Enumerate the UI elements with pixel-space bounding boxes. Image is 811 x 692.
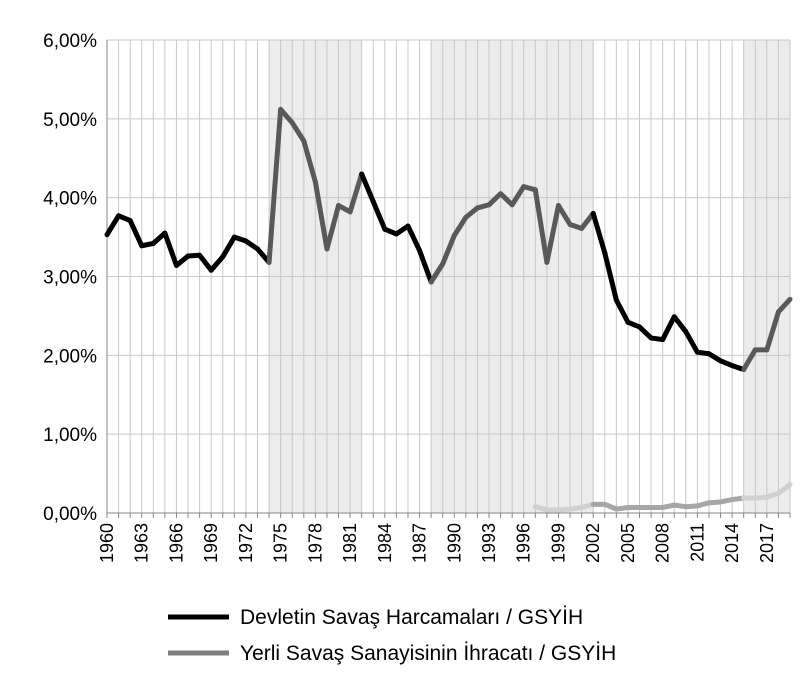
y-tick-label: 4,00% bbox=[43, 189, 97, 210]
x-tick-label: 2017 bbox=[757, 523, 777, 563]
x-tick-label: 1975 bbox=[271, 523, 291, 563]
series-1-segment bbox=[683, 329, 700, 355]
series-1-segment bbox=[405, 223, 423, 253]
series-lines bbox=[104, 106, 793, 513]
series-1-segment bbox=[266, 106, 284, 265]
series-1-segment bbox=[764, 309, 781, 353]
y-tick-label: 2,00% bbox=[43, 346, 97, 367]
legend-label-series-1: Devletin Savaş Harcamaları / GSYİH bbox=[240, 606, 583, 629]
y-tick-label: 1,00% bbox=[43, 425, 97, 446]
series-1-segment bbox=[590, 210, 608, 256]
series-1-segment bbox=[162, 230, 179, 268]
series-1-segment bbox=[440, 233, 457, 267]
x-tick-label: 1981 bbox=[340, 523, 360, 563]
series-1-segment bbox=[602, 250, 619, 303]
series-1-segment bbox=[347, 171, 365, 215]
series-1-segment bbox=[544, 203, 561, 265]
series-1-segment bbox=[197, 252, 214, 273]
x-tick-label: 2002 bbox=[583, 523, 603, 563]
series-1-segment bbox=[555, 203, 573, 227]
gridlines bbox=[106, 39, 791, 513]
series-1-segment bbox=[775, 296, 793, 315]
series-1-segment bbox=[671, 314, 689, 335]
x-tick-label: 1999 bbox=[548, 523, 568, 563]
series-1-segment bbox=[741, 347, 758, 373]
series-1-segment bbox=[451, 214, 469, 239]
series-1-segment bbox=[104, 213, 122, 238]
x-axis: 1960 1963 1966 1969 1972 1975 1978 1981 1984 1987… bbox=[97, 40, 791, 563]
series-1-segment bbox=[509, 184, 527, 208]
series-1-segment bbox=[278, 106, 295, 126]
series-1-segment bbox=[359, 171, 376, 205]
x-tick-label: 1963 bbox=[132, 523, 152, 563]
x-tick-label: 1978 bbox=[305, 523, 325, 563]
series-1-segment bbox=[312, 179, 330, 252]
series-1-segment bbox=[370, 199, 388, 232]
series-2-segment bbox=[775, 482, 793, 496]
legend: Devletin Savaş Harcamaları / GSYİH Yerli… bbox=[168, 606, 616, 665]
x-tick-label: 1987 bbox=[410, 523, 430, 563]
x-tick-label: 1996 bbox=[514, 523, 534, 563]
x-tick-label: 1984 bbox=[375, 523, 395, 563]
x-tick-label: 1966 bbox=[166, 523, 186, 563]
series-1-segment bbox=[220, 234, 237, 260]
x-tick-label: 2011 bbox=[687, 523, 707, 562]
x-tick-label: 2005 bbox=[618, 523, 638, 563]
series-1-segment bbox=[637, 324, 654, 341]
y-tick-label: 5,00% bbox=[43, 110, 97, 131]
y-tick-label: 6,00% bbox=[43, 31, 97, 52]
x-tick-label: 1969 bbox=[201, 523, 221, 563]
series-1-segment bbox=[208, 254, 226, 273]
x-tick-label: 1960 bbox=[97, 523, 117, 563]
series-1-segment bbox=[127, 218, 145, 249]
y-tick-label: 0,00% bbox=[43, 504, 97, 525]
series-1-segment bbox=[486, 191, 504, 208]
series-1-segment bbox=[498, 191, 515, 208]
x-tick-label: 2014 bbox=[722, 523, 742, 563]
y-axis-ticks: 0,00% 1,00% 2,00% 3,00% 4,00% 5,00% 6,00% bbox=[43, 31, 97, 525]
x-tick-label: 1990 bbox=[444, 523, 464, 563]
series-1-segment bbox=[660, 314, 677, 343]
legend-label-series-2: Yerli Savaş Sanayisinin İhracatı / GSYİH bbox=[240, 642, 616, 665]
x-tick-label: 1993 bbox=[479, 523, 499, 563]
series-1-segment bbox=[428, 261, 446, 285]
y-tick-label: 3,00% bbox=[43, 268, 97, 289]
series-1-segment bbox=[532, 187, 550, 265]
series-1-segment bbox=[613, 297, 631, 325]
x-tick-label: 1972 bbox=[236, 523, 256, 563]
x-tick-label: 2008 bbox=[653, 523, 673, 563]
series-1-segment bbox=[579, 210, 596, 231]
series-1-segment bbox=[417, 247, 434, 285]
series-1-segment bbox=[301, 138, 318, 185]
series-1-segment bbox=[289, 120, 307, 144]
series-1-segment bbox=[324, 203, 342, 252]
